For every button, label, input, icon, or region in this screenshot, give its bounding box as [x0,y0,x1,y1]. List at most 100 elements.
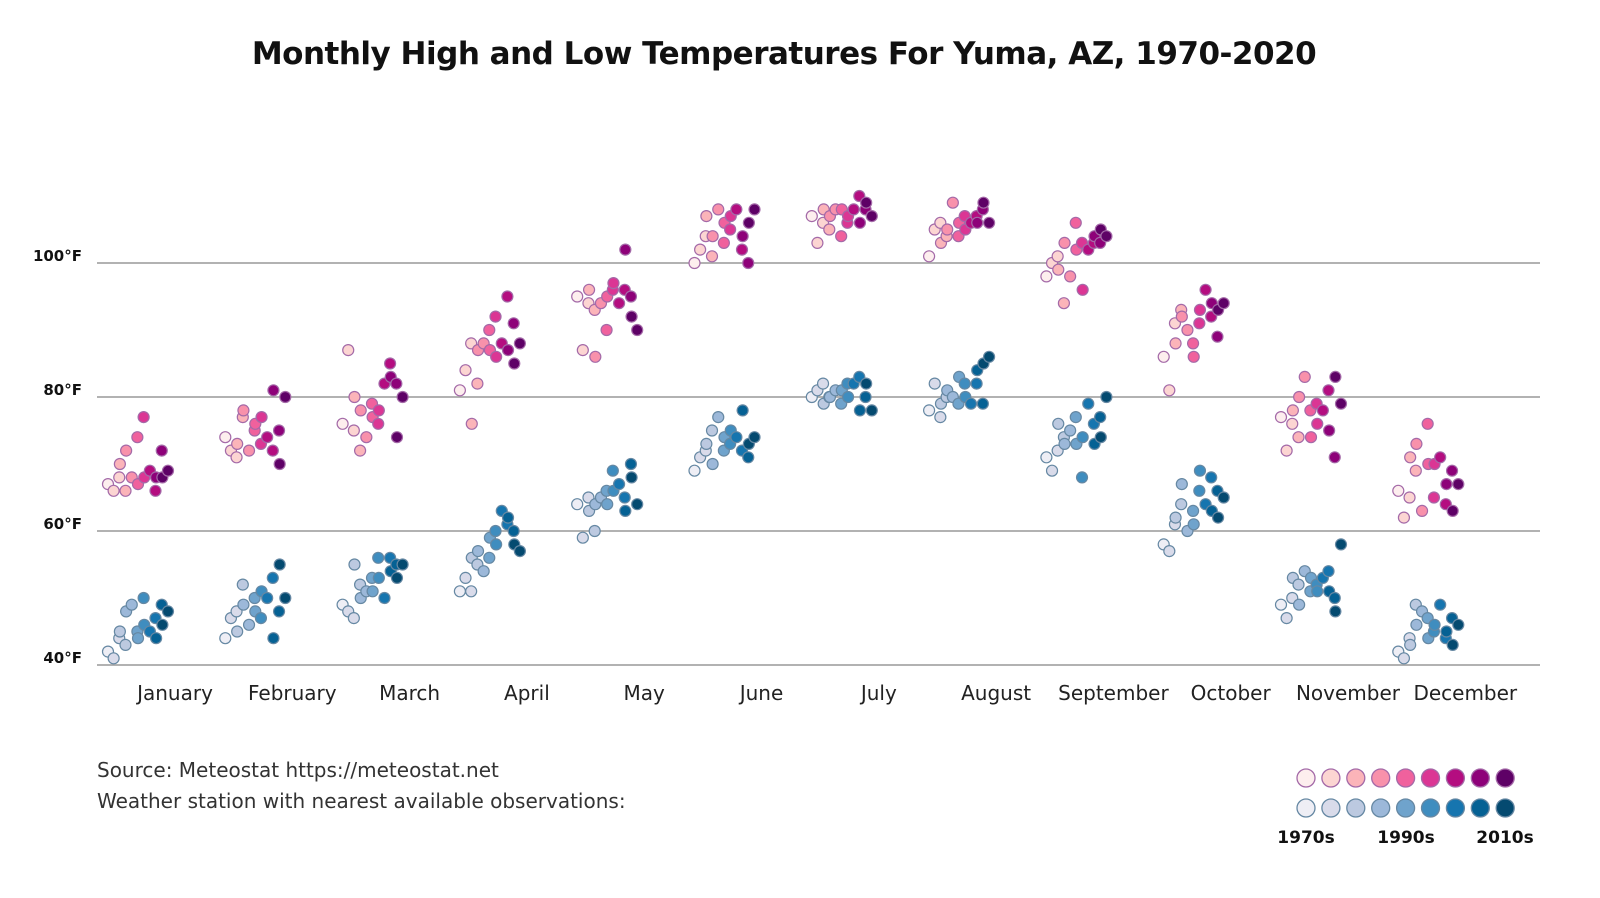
low-temp-point [1292,578,1305,591]
low-temp-point [1193,484,1206,497]
low-temp-point [712,411,725,424]
low-temp-point [1076,431,1089,444]
high-temp-point [230,451,243,464]
low-temp-point [1075,471,1089,484]
high-temp-point [155,444,168,457]
high-temp-point [619,243,632,256]
legend-high-swatch [1321,768,1341,788]
high-temp-point [1187,350,1200,363]
low-temp-point [964,397,978,410]
low-temp-point [1052,417,1065,430]
low-temp-point [1322,565,1335,578]
high-temp-point [706,230,719,243]
low-temp-point [1217,491,1230,504]
low-temp-point [242,618,256,631]
high-temp-point [471,377,484,390]
high-temp-point [354,404,367,417]
high-temp-point [1311,417,1324,430]
low-temp-point [601,498,614,511]
low-temp-point [1334,538,1348,551]
low-temp-point [1193,464,1207,477]
high-temp-point [342,344,355,357]
high-temp-point [941,223,954,236]
month-label: April [504,681,550,705]
y-tick-label: 60°F [43,515,82,533]
month-label: September [1058,681,1169,705]
high-temp-point [582,283,596,296]
low-temp-point [237,598,250,611]
low-temp-point [612,478,626,491]
low-temp-point [958,377,971,390]
high-temp-point [1058,236,1071,249]
high-temp-point [612,297,626,310]
high-temp-point [508,357,521,370]
low-temp-point [576,531,589,544]
legend-low-swatch [1395,798,1416,818]
low-temp-point [161,605,175,618]
high-temp-point [1069,216,1082,229]
high-temp-point [1076,283,1089,296]
low-temp-point [261,591,274,605]
low-temp-point [865,404,878,417]
low-temp-point [119,638,132,652]
high-temp-point [390,377,403,390]
high-temp-point [1211,330,1224,343]
low-temp-point [272,605,286,618]
low-temp-point [113,625,126,638]
high-temp-point [607,277,620,290]
low-temp-point [934,411,947,424]
high-temp-point [347,424,360,437]
high-temp-point [735,243,749,256]
high-temp-point [576,344,589,357]
low-temp-point [706,457,719,471]
low-temp-point [507,524,520,538]
high-temp-point [600,323,613,337]
low-temp-point [1205,471,1218,484]
low-temp-point [1410,618,1423,631]
source-text: Source: Meteostat https://meteostat.net [97,758,499,782]
month-label: June [738,681,784,705]
legend-label: 1970s [1277,828,1334,848]
high-temp-point [625,310,638,323]
low-temp-point [748,431,761,444]
low-temp-point [131,632,145,645]
low-temp-point [631,498,644,511]
high-temp-point [971,216,984,229]
high-temp-point [1404,451,1417,464]
high-temp-point [1392,484,1405,497]
high-temp-point [372,404,385,417]
legend-low-swatch [1346,798,1366,818]
low-temp-point [483,551,496,564]
high-temp-point [1298,370,1311,383]
high-temp-point [1181,323,1194,337]
high-temp-point [860,196,873,209]
high-temp-point [267,384,280,397]
high-temp-point [742,256,755,270]
low-temp-point [859,390,872,404]
low-temp-point [922,404,936,417]
high-temp-point [1051,250,1064,263]
high-temp-point [724,223,737,236]
low-temp-point [489,524,502,538]
high-temp-point [1421,417,1434,430]
low-temp-point [1440,625,1453,638]
high-temp-point [119,484,132,497]
high-temp-point [279,390,292,404]
month-label: November [1296,681,1401,705]
high-temp-point [977,196,990,209]
high-temp-point [390,431,404,444]
high-temp-point [1057,297,1071,310]
low-temp-point [236,578,249,591]
low-temp-point [1428,618,1441,631]
low-temp-point [571,498,584,511]
low-temp-point [1040,451,1053,464]
low-temp-point [1175,478,1188,491]
high-temp-point [1217,297,1230,310]
low-temp-point [618,491,631,504]
high-temp-point [700,210,713,223]
low-temp-point [390,571,404,585]
high-temp-point [1409,464,1422,477]
low-temp-point [1328,591,1341,605]
low-temp-point [107,652,120,665]
high-temp-point [748,203,761,216]
